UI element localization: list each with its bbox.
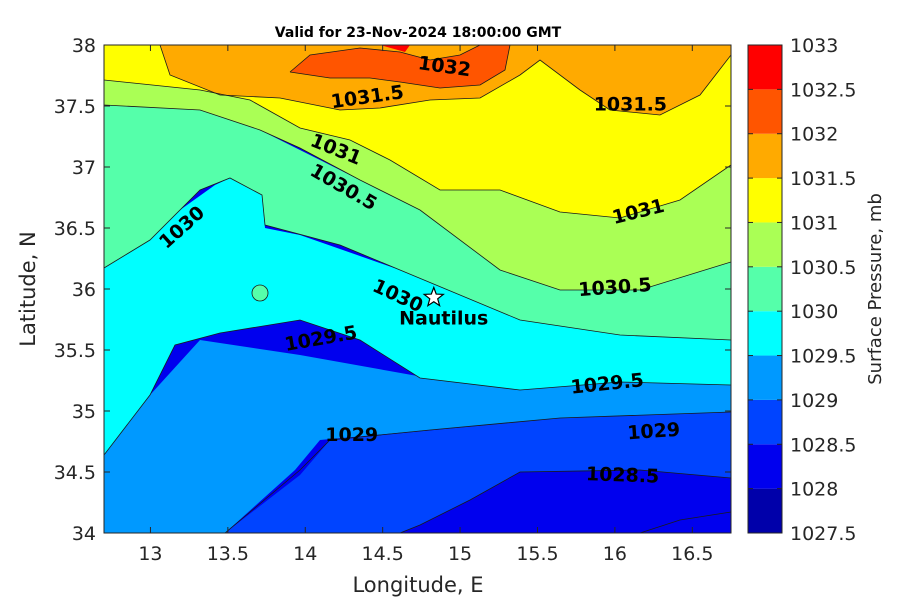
band-1028-5: [104, 412, 731, 533]
x-tick-label: 15: [448, 543, 472, 565]
contour-lines: [104, 45, 731, 533]
nautilus-marker: Nautilus: [399, 285, 488, 330]
y-tick-label: 34.5: [54, 462, 96, 484]
chart-title: Valid for 23-Nov-2024 18:00:00 GMT: [275, 25, 562, 41]
x-tick-label: 16.5: [671, 543, 713, 565]
y-tick-label: 37.5: [54, 96, 96, 118]
colorbar-segment: [748, 444, 782, 489]
colorbar-tick-label: 1029.5: [790, 346, 856, 368]
contour-label: 1029: [325, 424, 378, 446]
contour-label: 1031.5: [594, 94, 667, 116]
contour-line-1032: [289, 45, 511, 89]
y-tick-label: 38: [72, 35, 96, 57]
x-tick-label: 14: [293, 543, 317, 565]
colorbar-tick-label: 1028: [790, 479, 838, 501]
y-tick-label: 36.5: [54, 218, 96, 240]
y-tick-label: 36: [72, 279, 96, 301]
colorbar-tick-label: 1033: [790, 35, 838, 57]
band-1030-5: [104, 80, 731, 290]
contour-line-1031: [104, 79, 731, 219]
colorbar-segment: [748, 89, 782, 134]
colorbar-tick-label: 1032: [790, 124, 838, 146]
colorbar-tick-label: 1029: [790, 390, 838, 412]
band-1030: [104, 105, 731, 340]
colorbar-segment: [748, 222, 782, 267]
band-1029-5: [104, 178, 731, 455]
marker-label: Nautilus: [399, 308, 488, 330]
colorbar-segment: [748, 355, 782, 400]
y-axis-ticks: 34 34.5 35 35.5 36 36.5 37 37.5 38: [54, 35, 731, 545]
colorbar-border: [747, 44, 783, 534]
colorbar-segment: [748, 399, 782, 445]
band-1029: [104, 340, 731, 533]
colorbar-segment: [748, 133, 782, 179]
colorbar-tick-label: 1031.5: [790, 168, 856, 190]
contour-line-1031-5: [159, 45, 731, 116]
x-tick-label: 16: [603, 543, 627, 565]
colorbar-label: Surface Pressure, mb: [865, 193, 886, 385]
colorbar-tick-label: 1028.5: [790, 434, 856, 456]
colorbar-tick-label: 1027.5: [790, 523, 856, 545]
colorbar-segment: [748, 45, 782, 90]
star-icon: [422, 285, 445, 308]
colorbar-segment: [748, 266, 782, 312]
x-tick-label: 15.5: [516, 543, 558, 565]
colorbar-segment: [748, 311, 782, 356]
contour-line-1029: [224, 411, 731, 533]
x-axis-ticks: 13 13.5 14 14.5 15 15.5 16 16.5: [138, 45, 713, 565]
colorbar-tick-label: 1030: [790, 301, 838, 323]
band-1032: [290, 45, 510, 88]
contour-line-1030-5: [104, 104, 731, 291]
y-axis-label: Latitude, N: [16, 231, 40, 347]
band-1030-island: [251, 284, 269, 302]
colorbar-segment: [748, 178, 782, 223]
colorbar-tick-label: 1030.5: [790, 257, 856, 279]
colorbar-segment: [748, 488, 782, 533]
contour-label: 1029: [627, 419, 681, 445]
contour-line-1029-5: [104, 319, 731, 456]
y-tick-label: 34: [72, 523, 96, 545]
band-1032-5: [380, 45, 410, 52]
contour-line-1030: [104, 177, 731, 341]
contour-line-1028-low: [639, 511, 731, 533]
contour-label: 1028.5: [586, 463, 660, 488]
y-tick-label: 37: [72, 157, 96, 179]
x-tick-label: 14.5: [362, 543, 404, 565]
colorbar-tick-label: 1032.5: [790, 79, 856, 101]
y-tick-label: 35.5: [54, 340, 96, 362]
x-tick-label: 13.5: [207, 543, 249, 565]
x-axis-label: Longitude, E: [352, 573, 483, 597]
contour-line-1028-5: [399, 469, 731, 533]
y-tick-label: 35: [72, 401, 96, 423]
x-tick-label: 13: [138, 543, 162, 565]
colorbar-tick-label: 1031: [790, 212, 838, 234]
contour-label: 1030.5: [578, 274, 653, 301]
colorbar: [748, 45, 782, 533]
colorbar-ticks: 1027.5 1028 1028.5 1029 1029.5 1030 1030.5 1031…: [748, 35, 856, 545]
